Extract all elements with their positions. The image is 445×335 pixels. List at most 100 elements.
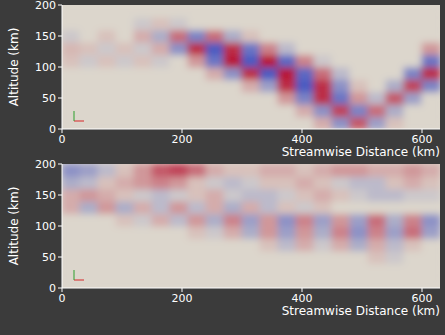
y-tick-label: 200 <box>35 0 56 12</box>
cell <box>188 201 207 214</box>
cell <box>296 275 315 288</box>
cell <box>170 164 189 177</box>
cell <box>152 17 171 30</box>
cell <box>134 226 153 239</box>
cell <box>62 54 81 67</box>
cell <box>152 5 171 18</box>
cell <box>188 5 207 18</box>
cell <box>278 275 297 288</box>
cell <box>350 54 369 67</box>
cell <box>170 17 189 30</box>
cell <box>98 263 117 276</box>
cell <box>134 176 153 189</box>
cell <box>386 176 405 189</box>
y-tick-label: 100 <box>35 220 56 233</box>
cell <box>368 42 387 55</box>
cell <box>260 213 279 226</box>
cell <box>62 116 81 129</box>
cell <box>206 91 225 104</box>
cell <box>260 176 279 189</box>
cell <box>98 54 117 67</box>
cell <box>332 116 351 129</box>
cell <box>368 213 387 226</box>
y-tick-label: 150 <box>35 30 56 43</box>
cell <box>278 104 297 117</box>
cell <box>224 116 243 129</box>
cell <box>296 188 315 201</box>
cell <box>242 250 261 263</box>
cell <box>422 116 441 129</box>
cell <box>368 263 387 276</box>
cell <box>98 164 117 177</box>
cell <box>152 91 171 104</box>
cell <box>368 5 387 18</box>
cell <box>404 188 423 201</box>
cell <box>224 263 243 276</box>
cell <box>188 263 207 276</box>
cell <box>422 263 441 276</box>
cell <box>188 213 207 226</box>
cell <box>422 67 441 80</box>
cell <box>314 238 333 251</box>
cell <box>188 238 207 251</box>
cell <box>278 54 297 67</box>
cell <box>80 238 99 251</box>
cell <box>152 188 171 201</box>
cell <box>62 91 81 104</box>
cell <box>224 164 243 177</box>
cell <box>134 79 153 92</box>
cell <box>224 29 243 42</box>
cell <box>62 42 81 55</box>
cell <box>332 67 351 80</box>
cell <box>116 17 135 30</box>
cell <box>224 275 243 288</box>
plot-area <box>62 164 440 288</box>
cell <box>170 176 189 189</box>
cell <box>404 42 423 55</box>
cell <box>368 104 387 117</box>
cells <box>62 164 440 288</box>
cell <box>224 17 243 30</box>
y-tick-label: 150 <box>35 189 56 202</box>
cell <box>242 79 261 92</box>
cell <box>224 54 243 67</box>
cell <box>98 238 117 251</box>
cell <box>350 17 369 30</box>
cell <box>404 213 423 226</box>
cell <box>188 188 207 201</box>
cell <box>278 17 297 30</box>
cell <box>332 5 351 18</box>
cell <box>332 263 351 276</box>
cell <box>314 91 333 104</box>
cell <box>206 226 225 239</box>
cell <box>62 17 81 30</box>
cell <box>80 176 99 189</box>
cell <box>278 67 297 80</box>
cell <box>170 67 189 80</box>
cell <box>116 213 135 226</box>
cell <box>422 104 441 117</box>
cell <box>170 275 189 288</box>
cell <box>296 104 315 117</box>
cell <box>260 67 279 80</box>
cell <box>224 188 243 201</box>
cell <box>116 54 135 67</box>
cell <box>80 29 99 42</box>
cell <box>242 17 261 30</box>
cell <box>206 29 225 42</box>
cell <box>206 42 225 55</box>
cell <box>314 164 333 177</box>
cell <box>116 250 135 263</box>
cell <box>152 67 171 80</box>
cell <box>62 226 81 239</box>
cell <box>80 250 99 263</box>
cell <box>350 238 369 251</box>
cell <box>242 263 261 276</box>
plot-background <box>62 5 440 129</box>
cell <box>80 263 99 276</box>
cell <box>116 116 135 129</box>
cell <box>152 164 171 177</box>
cell <box>386 201 405 214</box>
cell <box>152 250 171 263</box>
cell <box>242 5 261 18</box>
